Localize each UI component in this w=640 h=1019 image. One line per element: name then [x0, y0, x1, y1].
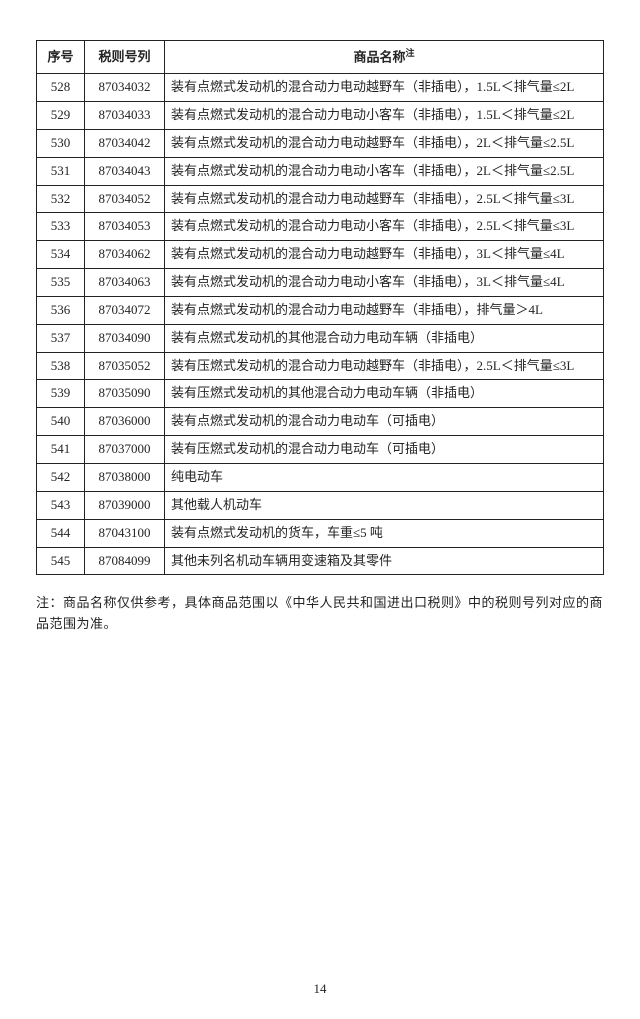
page-number: 14	[0, 981, 640, 997]
cell-name: 装有点燃式发动机的其他混合动力电动车辆（非插电）	[165, 324, 604, 352]
table-row: 54587084099其他未列名机动车辆用变速箱及其零件	[37, 547, 604, 575]
cell-name: 装有点燃式发动机的货车，车重≤5 吨	[165, 519, 604, 547]
cell-code: 87035052	[85, 352, 165, 380]
cell-seq: 543	[37, 491, 85, 519]
cell-name: 其他未列名机动车辆用变速箱及其零件	[165, 547, 604, 575]
cell-seq: 532	[37, 185, 85, 213]
cell-code: 87036000	[85, 408, 165, 436]
cell-code: 87034052	[85, 185, 165, 213]
table-row: 54287038000纯电动车	[37, 463, 604, 491]
cell-seq: 536	[37, 296, 85, 324]
cell-code: 87034042	[85, 129, 165, 157]
table-row: 54187037000装有压燃式发动机的混合动力电动车（可插电）	[37, 436, 604, 464]
cell-seq: 528	[37, 74, 85, 102]
cell-code: 87034062	[85, 241, 165, 269]
table-row: 53787034090装有点燃式发动机的其他混合动力电动车辆（非插电）	[37, 324, 604, 352]
table-row: 54387039000其他载人机动车	[37, 491, 604, 519]
cell-code: 87034072	[85, 296, 165, 324]
table-row: 53487034062装有点燃式发动机的混合动力电动越野车（非插电），3L＜排气…	[37, 241, 604, 269]
cell-seq: 533	[37, 213, 85, 241]
table-row: 53287034052装有点燃式发动机的混合动力电动越野车（非插电），2.5L＜…	[37, 185, 604, 213]
cell-seq: 529	[37, 102, 85, 130]
table-row: 53187034043装有点燃式发动机的混合动力电动小客车（非插电），2L＜排气…	[37, 157, 604, 185]
cell-code: 87039000	[85, 491, 165, 519]
cell-code: 87034053	[85, 213, 165, 241]
cell-name: 装有点燃式发动机的混合动力电动小客车（非插电），2.5L＜排气量≤3L	[165, 213, 604, 241]
cell-name: 装有点燃式发动机的混合动力电动越野车（非插电），1.5L＜排气量≤2L	[165, 74, 604, 102]
table-row: 52887034032装有点燃式发动机的混合动力电动越野车（非插电），1.5L＜…	[37, 74, 604, 102]
cell-name: 装有点燃式发动机的混合动力电动小客车（非插电），3L＜排气量≤4L	[165, 269, 604, 297]
table-row: 52987034033装有点燃式发动机的混合动力电动小客车（非插电），1.5L＜…	[37, 102, 604, 130]
table-row: 53887035052装有压燃式发动机的混合动力电动越野车（非插电），2.5L＜…	[37, 352, 604, 380]
cell-name: 装有压燃式发动机的其他混合动力电动车辆（非插电）	[165, 380, 604, 408]
cell-name: 装有点燃式发动机的混合动力电动车（可插电）	[165, 408, 604, 436]
cell-name: 装有点燃式发动机的混合动力电动越野车（非插电），3L＜排气量≤4L	[165, 241, 604, 269]
cell-code: 87034063	[85, 269, 165, 297]
cell-code: 87034033	[85, 102, 165, 130]
cell-code: 87084099	[85, 547, 165, 575]
cell-seq: 541	[37, 436, 85, 464]
cell-seq: 545	[37, 547, 85, 575]
tariff-table: 序号 税则号列 商品名称注 52887034032装有点燃式发动机的混合动力电动…	[36, 40, 604, 575]
cell-code: 87034032	[85, 74, 165, 102]
cell-seq: 531	[37, 157, 85, 185]
cell-seq: 535	[37, 269, 85, 297]
cell-name: 纯电动车	[165, 463, 604, 491]
cell-name: 装有点燃式发动机的混合动力电动越野车（非插电），排气量＞4L	[165, 296, 604, 324]
cell-seq: 544	[37, 519, 85, 547]
cell-seq: 537	[37, 324, 85, 352]
table-row: 53687034072装有点燃式发动机的混合动力电动越野车（非插电），排气量＞4…	[37, 296, 604, 324]
cell-name: 装有压燃式发动机的混合动力电动车（可插电）	[165, 436, 604, 464]
cell-seq: 542	[37, 463, 85, 491]
cell-code: 87034090	[85, 324, 165, 352]
table-row: 53987035090装有压燃式发动机的其他混合动力电动车辆（非插电）	[37, 380, 604, 408]
cell-name: 装有点燃式发动机的混合动力电动越野车（非插电），2.5L＜排气量≤3L	[165, 185, 604, 213]
cell-name: 装有点燃式发动机的混合动力电动越野车（非插电），2L＜排气量≤2.5L	[165, 129, 604, 157]
cell-seq: 539	[37, 380, 85, 408]
header-name: 商品名称注	[165, 41, 604, 74]
cell-code: 87035090	[85, 380, 165, 408]
cell-code: 87043100	[85, 519, 165, 547]
cell-seq: 540	[37, 408, 85, 436]
cell-seq: 538	[37, 352, 85, 380]
cell-seq: 530	[37, 129, 85, 157]
table-row: 53587034063装有点燃式发动机的混合动力电动小客车（非插电），3L＜排气…	[37, 269, 604, 297]
header-seq: 序号	[37, 41, 85, 74]
cell-name: 其他载人机动车	[165, 491, 604, 519]
table-row: 53087034042装有点燃式发动机的混合动力电动越野车（非插电），2L＜排气…	[37, 129, 604, 157]
table-row: 54087036000装有点燃式发动机的混合动力电动车（可插电）	[37, 408, 604, 436]
footnote: 注：商品名称仅供参考，具体商品范围以《中华人民共和国进出口税则》中的税则号列对应…	[36, 593, 604, 635]
cell-name: 装有点燃式发动机的混合动力电动小客车（非插电），2L＜排气量≤2.5L	[165, 157, 604, 185]
cell-seq: 534	[37, 241, 85, 269]
cell-code: 87038000	[85, 463, 165, 491]
cell-code: 87034043	[85, 157, 165, 185]
cell-code: 87037000	[85, 436, 165, 464]
table-header-row: 序号 税则号列 商品名称注	[37, 41, 604, 74]
cell-name: 装有点燃式发动机的混合动力电动小客车（非插电），1.5L＜排气量≤2L	[165, 102, 604, 130]
header-code: 税则号列	[85, 41, 165, 74]
cell-name: 装有压燃式发动机的混合动力电动越野车（非插电），2.5L＜排气量≤3L	[165, 352, 604, 380]
table-row: 54487043100装有点燃式发动机的货车，车重≤5 吨	[37, 519, 604, 547]
table-row: 53387034053装有点燃式发动机的混合动力电动小客车（非插电），2.5L＜…	[37, 213, 604, 241]
